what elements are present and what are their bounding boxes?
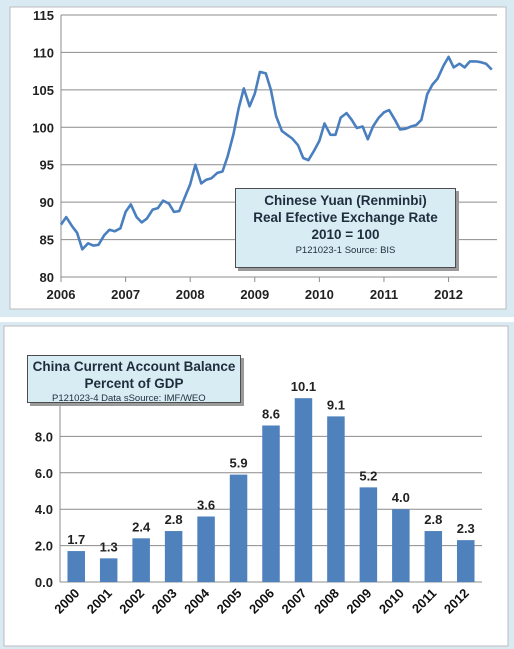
x-tick-label: 2008 <box>176 287 205 302</box>
bar <box>262 425 280 582</box>
x-tick-label: 2006 <box>47 287 76 302</box>
bar-data-label: 5.2 <box>359 468 377 483</box>
exchange-rate-legend-box: Chinese Yuan (Renminbi) Real Efective Ex… <box>235 188 456 268</box>
bar <box>132 538 150 582</box>
y-tick-label: 105 <box>32 83 54 98</box>
x-tick-label: 2012 <box>434 287 463 302</box>
bar <box>294 398 313 582</box>
y-tick-label: 95 <box>40 158 54 173</box>
y-tick-label: 100 <box>32 120 54 135</box>
exchange-rate-chart-panel: 80 85 90 95 100 105 110 115 2006 2007 2008 2009 2010… <box>0 0 514 317</box>
bar <box>327 416 345 582</box>
bar-data-label: 10.1 <box>291 379 316 394</box>
x-tick-label: 2011 <box>370 287 398 302</box>
bar <box>424 531 443 582</box>
current-account-chart-subtitle: Percent of GDP <box>84 376 184 391</box>
bar-data-label: 3.6 <box>197 497 215 512</box>
exchange-rate-base-note: 2010 = 100 <box>311 227 380 242</box>
bar <box>229 474 248 582</box>
exchange-rate-chart-subtitle: Real Efective Exchange Rate <box>253 210 438 225</box>
bar-data-label: 2.8 <box>424 512 442 527</box>
bar-data-label: 2.8 <box>165 512 183 527</box>
bar-data-label: 8.6 <box>262 406 280 421</box>
exchange-rate-source: P121023-1 Source: BIS <box>295 245 396 256</box>
y-tick-label: 2.0 <box>35 539 53 554</box>
y-tick-label: 115 <box>33 8 54 23</box>
y-tick-label: 85 <box>40 233 54 248</box>
y-tick-label: 80 <box>40 270 54 285</box>
bar-data-label: 5.9 <box>229 456 247 471</box>
y-tick-label: 6.0 <box>35 466 53 481</box>
x-tick-label: 2007 <box>111 287 140 302</box>
bar <box>67 551 85 582</box>
y-tick-label: 110 <box>33 45 54 60</box>
exchange-rate-series-line <box>59 55 493 251</box>
y-tick-label: 0.0 <box>35 575 53 590</box>
x-tick-label: 2009 <box>240 287 269 302</box>
bar <box>197 516 215 582</box>
bar <box>392 509 410 582</box>
bar-data-label: 2.4 <box>132 519 151 534</box>
bar <box>457 540 475 582</box>
bar <box>359 487 378 582</box>
bar-data-label: 9.1 <box>327 397 345 412</box>
y-tick-label: 4.0 <box>35 502 53 517</box>
bar <box>164 531 183 582</box>
exchange-rate-chart-title: Chinese Yuan (Renminbi) <box>264 193 427 208</box>
bar-data-label: 1.3 <box>100 539 118 554</box>
current-account-legend-box: China Current Account Balance Percent of… <box>27 355 241 404</box>
y-tick-label: 8.0 <box>35 429 53 444</box>
y-tick-label: 90 <box>40 195 54 210</box>
current-account-source: P121023-4 Data sSource: IMF/WEO <box>52 393 206 404</box>
bar-data-label: 4.0 <box>392 490 410 505</box>
bar-data-label: 1.7 <box>67 532 85 547</box>
bar <box>99 558 118 582</box>
x-tick-label: 2010 <box>305 287 334 302</box>
current-account-chart-title: China Current Account Balance <box>32 359 236 374</box>
exchange-rate-line-chart: 80 85 90 95 100 105 110 115 2006 2007 2008 2009 2010… <box>9 6 507 310</box>
bar-data-label: 2.3 <box>457 521 475 536</box>
